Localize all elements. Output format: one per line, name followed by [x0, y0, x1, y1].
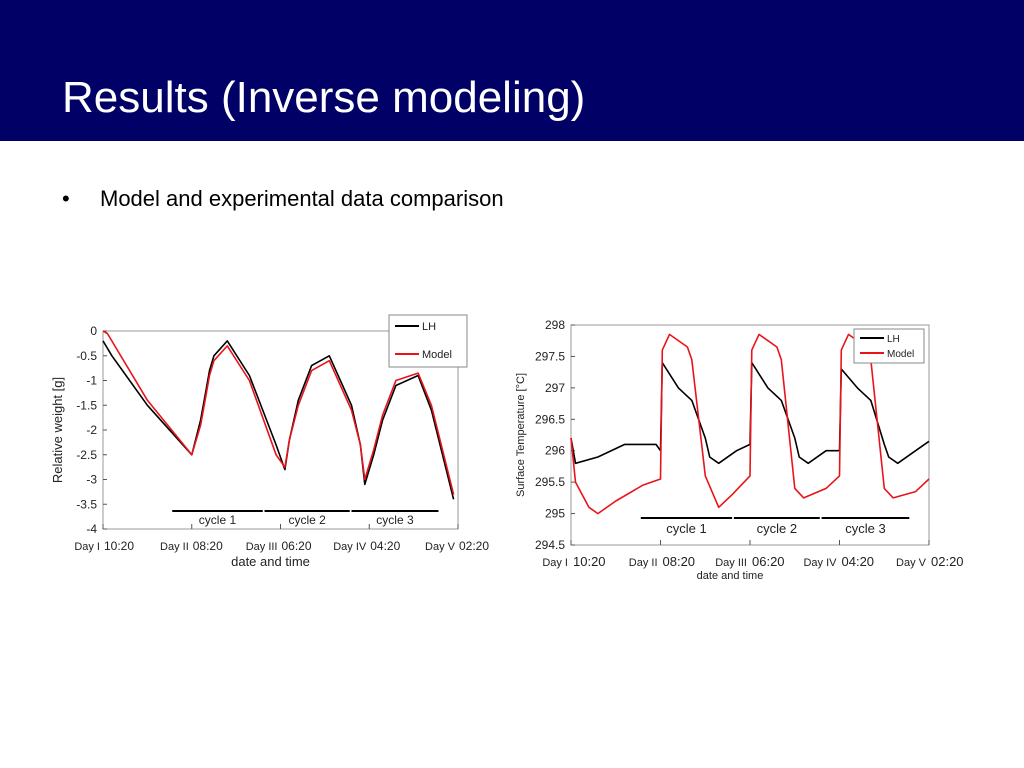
x-tick-time: 08:20: [193, 539, 223, 553]
y-tick-label: -4: [86, 522, 97, 536]
y-tick-label: -0.5: [76, 349, 97, 363]
y-tick-label: 298: [545, 318, 565, 332]
cycle-label: cycle 2: [288, 513, 326, 527]
slide-title: Results (Inverse modeling): [62, 73, 586, 122]
y-tick-label: 296: [545, 444, 565, 458]
x-tick-day: Day II: [160, 541, 189, 553]
legend-label: Model: [422, 349, 452, 361]
y-tick-label: -3: [86, 473, 97, 487]
bullet-text: Model and experimental data comparison: [100, 186, 504, 211]
cycle-label: cycle 1: [199, 513, 237, 527]
y-tick-label: 296.5: [535, 412, 565, 426]
x-tick-time: 04:20: [370, 539, 400, 553]
weight-chart: 0 -0.5 -1 -1.5 -2 -2.5 -3 -3.5 -4 Day I 10:20 Day I…: [50, 314, 489, 569]
x-tick-day: Day I: [74, 541, 100, 553]
x-tick-time: 10:20: [104, 539, 134, 553]
legend-label: Model: [887, 349, 914, 360]
x-tick-day: Day III: [715, 557, 747, 569]
cycle-label: cycle 3: [845, 521, 885, 536]
x-axis-label: date and time: [231, 554, 310, 569]
legend-box: [853, 328, 925, 364]
y-tick-label: 297: [545, 381, 565, 395]
x-tick-time: 04:20: [842, 554, 875, 569]
bullet-symbol: •: [62, 186, 70, 211]
cycle-label: cycle 2: [757, 521, 797, 536]
legend-label: LH: [422, 321, 436, 333]
x-tick-time: 06:20: [752, 554, 785, 569]
x-tick-day: Day II: [629, 557, 658, 569]
y-tick-label: 294.5: [535, 538, 565, 552]
y-tick-label: 0: [90, 324, 97, 338]
x-tick-time: 06:20: [282, 539, 312, 553]
x-tick-day: Day IV: [803, 557, 837, 569]
x-tick-day: Day IV: [333, 541, 367, 553]
y-tick-label: 295.5: [535, 475, 565, 489]
y-tick-label: -3.5: [76, 497, 97, 511]
y-tick-label: -2.5: [76, 448, 97, 462]
y-axis-label: Surface Temperature [°C]: [515, 373, 527, 497]
y-tick-label: -1.5: [76, 398, 97, 412]
y-tick-label: -2: [86, 423, 97, 437]
x-tick-time: 08:20: [663, 554, 696, 569]
x-tick-time: 02:20: [459, 539, 489, 553]
y-tick-label: 297.5: [535, 349, 565, 363]
x-tick-day: Day V: [896, 557, 927, 569]
x-tick-time: 02:20: [931, 554, 964, 569]
y-tick-label: -1: [86, 374, 97, 388]
cycle-label: cycle 3: [376, 513, 414, 527]
title-bar: Results (Inverse modeling): [0, 0, 1024, 141]
series-line-model: [102, 330, 455, 495]
temperature-chart: 298 297.5 297 296.5 296 295.5 295 294.5 Day I 10:…: [515, 318, 964, 582]
cycle-label: cycle 1: [666, 521, 706, 536]
x-tick-day: Day III: [246, 541, 278, 553]
x-tick-day: Day V: [425, 541, 456, 553]
y-axis-label: Relative weight [g]: [50, 377, 65, 483]
y-tick-label: 295: [545, 507, 565, 521]
x-tick-day: Day I: [542, 557, 568, 569]
x-axis-label: date and time: [697, 570, 764, 582]
legend-label: LH: [887, 334, 900, 345]
x-tick-time: 10:20: [573, 554, 606, 569]
legend-box: [388, 314, 468, 368]
